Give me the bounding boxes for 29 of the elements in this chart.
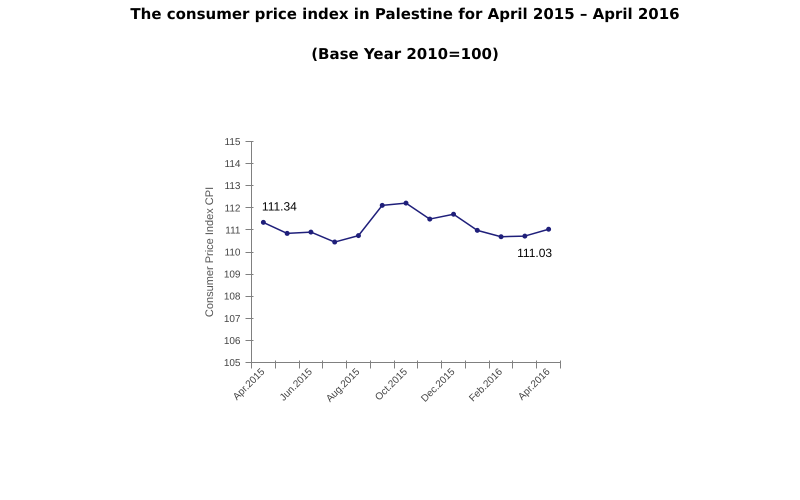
data-label: 111.03	[517, 246, 552, 260]
point	[356, 232, 361, 238]
point	[474, 228, 480, 233]
y-tick-label: 105	[224, 358, 241, 369]
data-label: 111.34	[262, 199, 298, 214]
point	[284, 230, 290, 236]
point	[380, 202, 385, 208]
y-tick-label: 108	[224, 292, 241, 303]
y-axis-title: Consumer Price Index CPI	[204, 186, 216, 317]
chart-subtitle: (Base Year 2010=100)	[311, 44, 499, 66]
point	[451, 212, 456, 217]
y-tick-label: 107	[224, 314, 241, 325]
point	[546, 226, 552, 232]
point	[427, 216, 432, 222]
y-tick-label: 113	[224, 181, 241, 192]
y-tick-label: 114	[224, 158, 241, 170]
chart-title: The consumer price index in Palestine for April 2015 – April 2016	[130, 4, 680, 25]
point	[332, 239, 338, 244]
y-tick-label: 106	[224, 336, 241, 347]
y-tick-label: 115	[224, 136, 241, 148]
y-tick-label: 111	[225, 225, 241, 236]
point	[260, 220, 266, 225]
point	[308, 229, 314, 234]
point	[404, 200, 408, 206]
y-tick-label: 110	[224, 247, 241, 258]
y-tick-label: 112	[224, 203, 241, 214]
point	[522, 233, 528, 238]
point	[498, 234, 504, 240]
y-tick-label: 109	[224, 269, 241, 280]
